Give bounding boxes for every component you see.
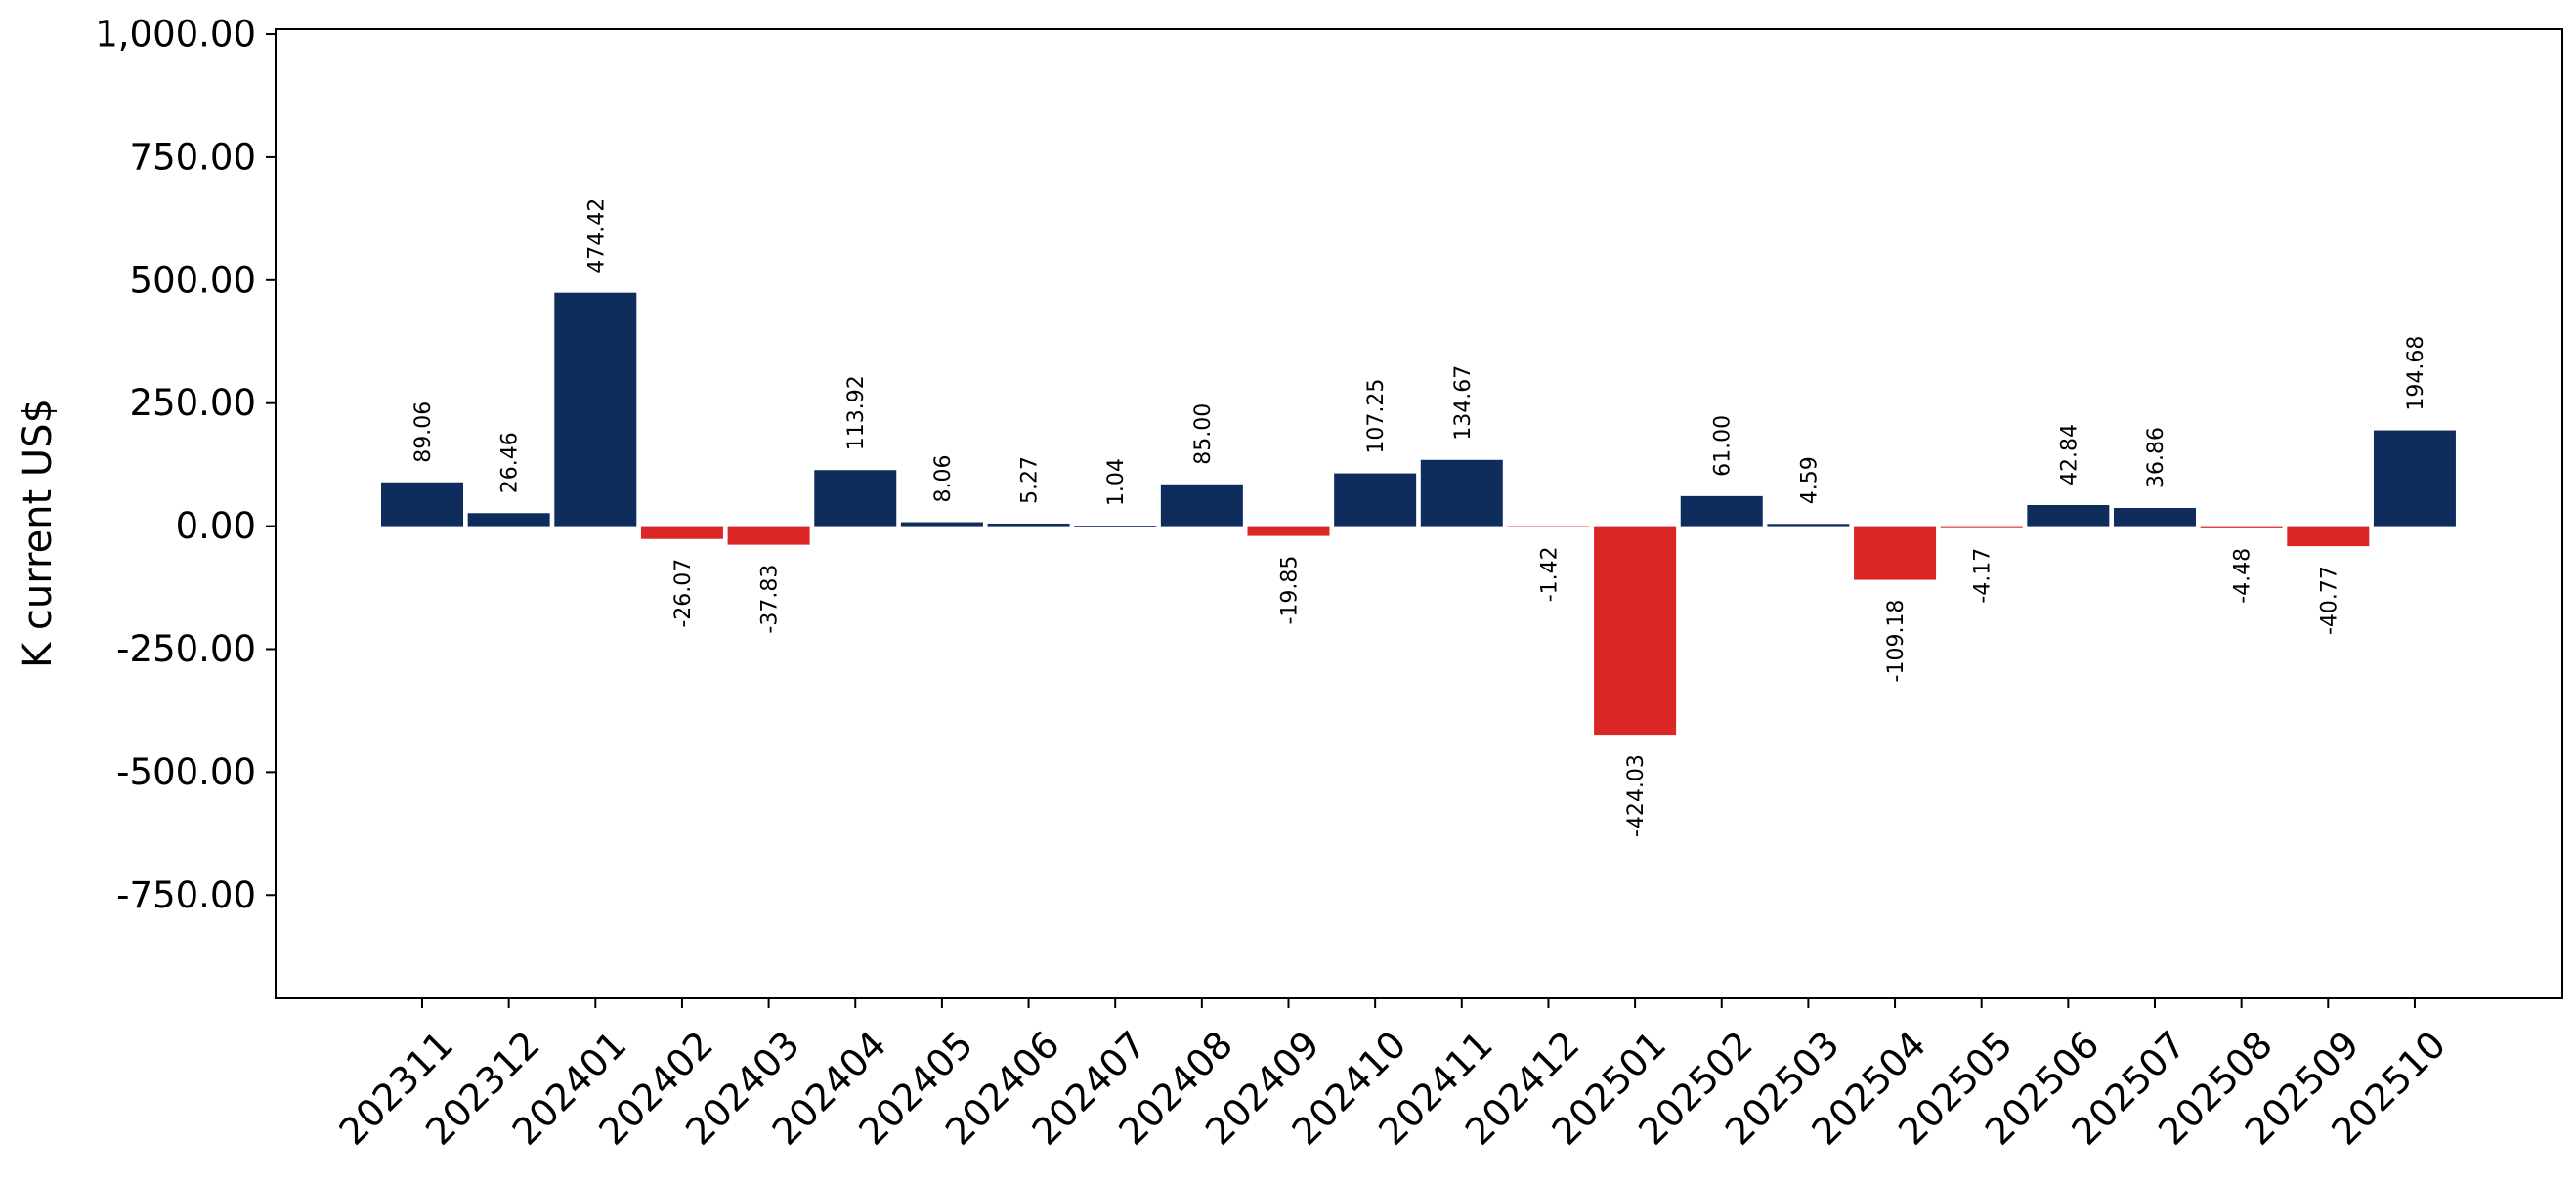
data-label-202311: 89.06 <box>411 401 436 463</box>
data-label-202407: 1.04 <box>1104 458 1129 506</box>
y-axis: -750.00 -500.00 -250.00 0.00 250.00 500.00 750… <box>95 14 276 916</box>
bar-202502 <box>1680 495 1763 527</box>
data-label-202405: 8.06 <box>931 455 956 503</box>
y-tick-label--750.00: -750.00 <box>116 874 256 916</box>
data-label-202507: 36.86 <box>2144 427 2168 488</box>
bar-202404 <box>814 470 897 527</box>
data-label-202402: -26.07 <box>671 559 696 628</box>
bar-202509 <box>2287 526 2370 547</box>
data-label-202502: 61.00 <box>1711 415 1736 477</box>
data-label-202504: -109.18 <box>1884 600 1909 683</box>
bar-202406 <box>987 523 1070 527</box>
bar-202503 <box>1767 524 1850 527</box>
data-label-202508: -4.48 <box>2231 548 2255 604</box>
data-label-202408: 85.00 <box>1191 403 1216 465</box>
bar-202402 <box>640 526 723 539</box>
y-axis-title: K current US$ <box>16 399 61 668</box>
data-label-202510: 194.68 <box>2404 336 2428 411</box>
bar-202312 <box>467 513 550 527</box>
bar-202409 <box>1247 526 1330 536</box>
data-label-202401: 474.42 <box>584 198 609 274</box>
bar-202408 <box>1160 484 1243 527</box>
data-label-202412: -1.42 <box>1537 546 1562 602</box>
data-label-202501: -424.03 <box>1624 754 1649 837</box>
bars-layer <box>381 292 2456 736</box>
bar-202311 <box>381 482 463 527</box>
bar-202506 <box>2027 505 2110 527</box>
bar-202505 <box>1940 526 2023 528</box>
data-label-202404: 113.92 <box>844 375 869 450</box>
bar-202510 <box>2373 430 2456 527</box>
data-label-202312: 26.46 <box>498 432 523 493</box>
data-label-202406: 5.27 <box>1018 456 1043 504</box>
y-tick-label-250.00: 250.00 <box>130 382 256 424</box>
data-labels-layer: 89.06 26.46 474.42 -26.07 -37.83 113.92 8.06 5.… <box>411 198 2428 837</box>
data-label-202411: 134.67 <box>1451 365 1476 441</box>
data-label-202506: 42.84 <box>2057 424 2082 485</box>
y-tick-label-750.00: 750.00 <box>130 136 256 178</box>
y-tick-label-1,000.00: 1,000.00 <box>95 14 256 56</box>
bar-202507 <box>2114 508 2196 527</box>
bar-202501 <box>1594 526 1677 736</box>
data-label-202505: -4.17 <box>1971 548 1996 604</box>
bar-202403 <box>727 526 810 545</box>
bar-202504 <box>1854 526 1937 580</box>
y-tick-label--250.00: -250.00 <box>116 628 256 670</box>
data-label-202410: 107.25 <box>1364 379 1389 454</box>
bar-202407 <box>1074 526 1157 527</box>
bar-202410 <box>1334 473 1417 527</box>
plot-frame <box>275 28 2563 999</box>
y-tick-label-0.00: 0.00 <box>176 505 256 547</box>
data-label-202509: -40.77 <box>2317 566 2341 635</box>
bar-202508 <box>2200 526 2283 528</box>
y-tick-label-500.00: 500.00 <box>130 259 256 301</box>
data-label-202503: 4.59 <box>1797 456 1822 504</box>
x-axis: 2023112023122024012024022024032024042024… <box>330 998 2454 1154</box>
bar-202411 <box>1420 459 1503 527</box>
bar-202405 <box>900 522 983 527</box>
bar-202401 <box>554 292 637 527</box>
y-tick-label--500.00: -500.00 <box>116 751 256 793</box>
data-label-202403: -37.83 <box>758 565 783 634</box>
data-label-202409: -19.85 <box>1278 556 1303 625</box>
